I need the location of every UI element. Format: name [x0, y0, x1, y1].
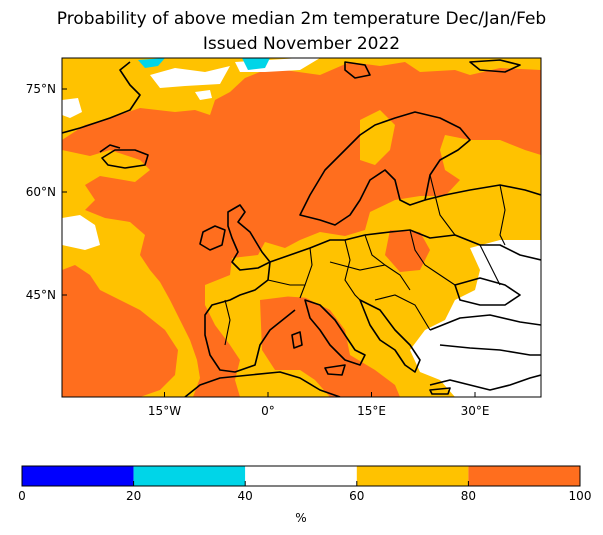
colorbar-unit-label: %	[295, 511, 306, 525]
colorbar-tick-label: 60	[349, 489, 364, 503]
field-80-100-east	[385, 230, 430, 272]
field-40-60-north2	[195, 90, 212, 100]
field-40-60-north1	[150, 66, 230, 88]
latitude-axis: 75°N 60°N 45°N	[26, 82, 67, 302]
lon-tick-label: 15°W	[148, 404, 181, 418]
field-60-80-central	[262, 255, 360, 300]
colorbar-tick-label: 40	[238, 489, 253, 503]
colorbar-tick-label: 100	[569, 489, 592, 503]
field-40-60-west	[62, 215, 100, 250]
probability-field	[62, 58, 541, 397]
colorbar-bin	[356, 466, 469, 486]
colorbar-tick-label: 20	[126, 489, 141, 503]
colorbar-bin	[22, 466, 134, 486]
map-subtitle: Issued November 2022	[202, 34, 401, 54]
colorbar-tick-label: 0	[18, 489, 26, 503]
lat-tick-label: 60°N	[26, 185, 56, 199]
lat-tick-label: 75°N	[26, 82, 56, 96]
field-20-40-a	[138, 58, 165, 68]
map-frame	[61, 57, 542, 398]
colorbar-tick-label: 80	[461, 489, 476, 503]
coastlines	[62, 59, 541, 397]
lon-tick-label: 30°E	[461, 404, 490, 418]
lon-tick-label: 15°E	[357, 404, 386, 418]
field-20-40-b	[242, 58, 270, 70]
colorbar-bin	[468, 466, 580, 486]
country-borders	[224, 174, 506, 346]
lon-tick-label: 0°	[261, 404, 275, 418]
colorbar-bin	[133, 466, 246, 486]
field-80-100-mediterranean	[62, 265, 178, 397]
field-40-60-east	[410, 240, 541, 397]
colorbar: 0 20 40 60 80 100%	[18, 465, 592, 525]
field-40-60-north3	[62, 98, 82, 118]
colorbar-frame	[21, 465, 581, 487]
lat-tick-label: 45°N	[26, 288, 56, 302]
colorbar-bin	[245, 466, 357, 486]
field-60-80-scandinavia	[360, 110, 395, 165]
field-80-100-atlantic	[62, 62, 541, 397]
map-title: Probability of above median 2m temperatu…	[56, 9, 547, 29]
longitude-axis: 15°W 0° 15°E 30°E	[148, 392, 490, 418]
